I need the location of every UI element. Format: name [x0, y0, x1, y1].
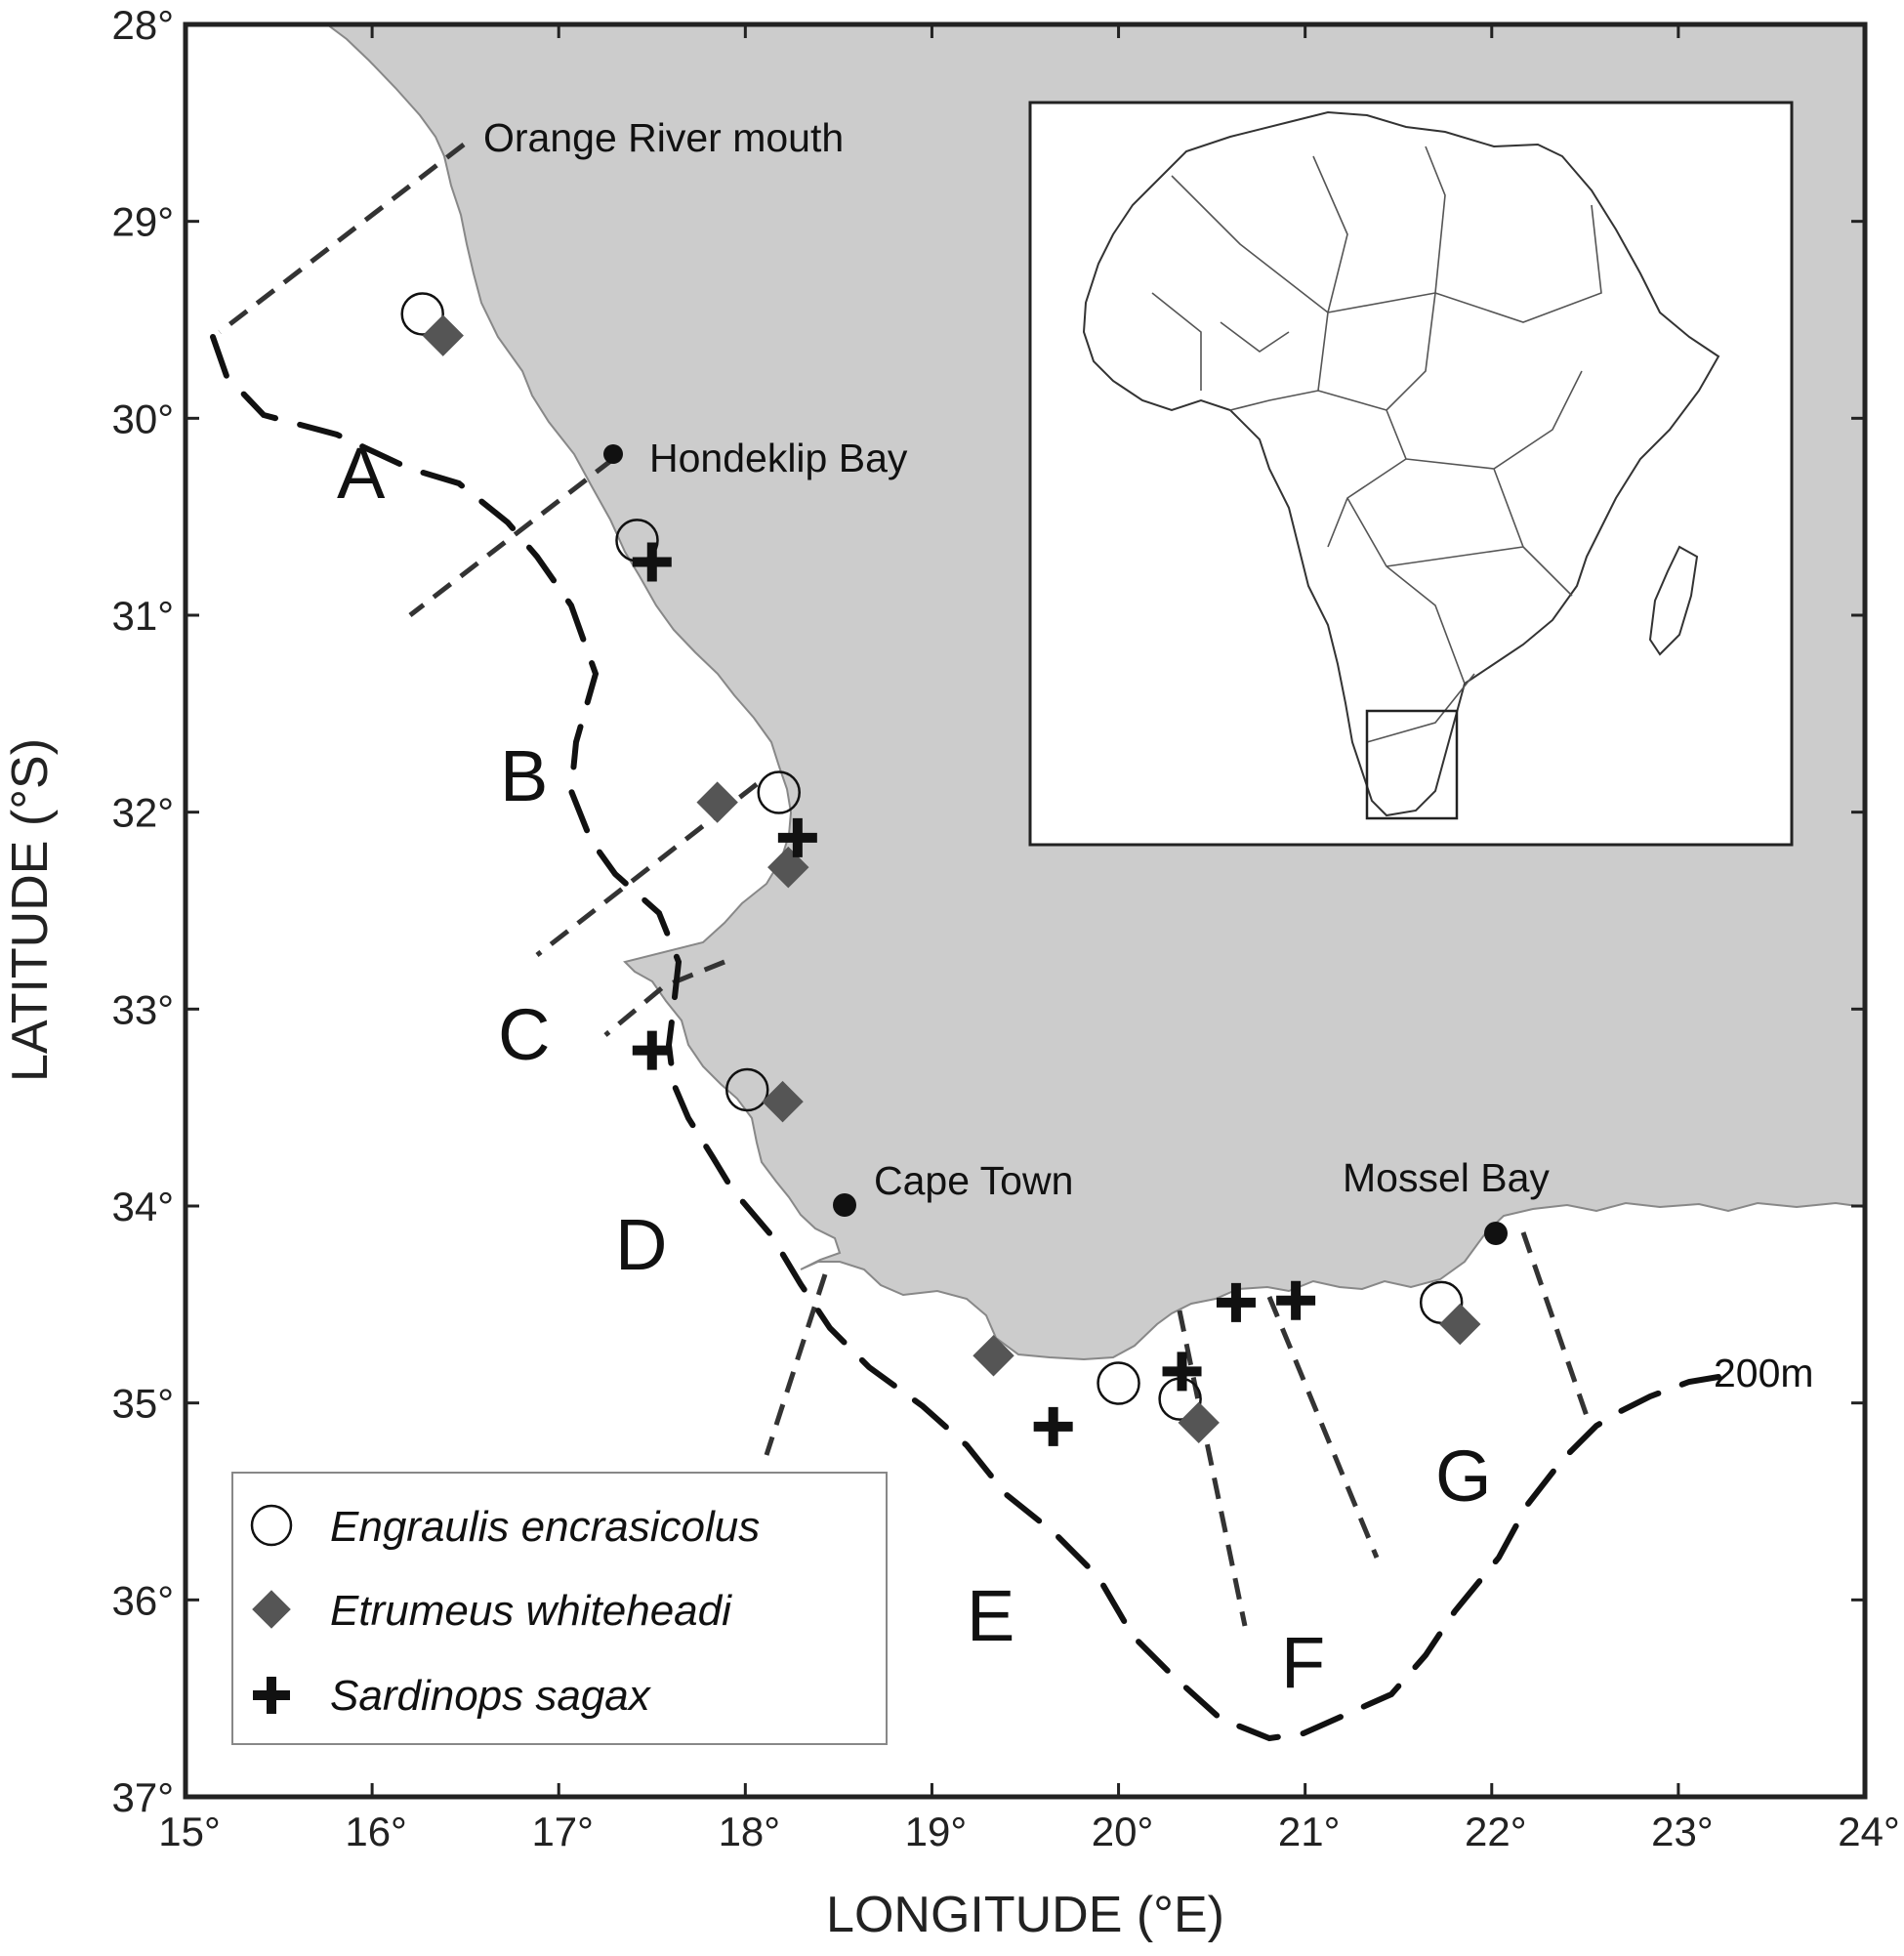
y-tick-label: 34° [111, 1184, 174, 1229]
label-orange-river-mouth: Orange River mouth [483, 115, 844, 160]
y-tick-label: 37° [111, 1774, 174, 1820]
madagascar-outline [1648, 545, 1699, 656]
sardinops-point [1033, 1406, 1073, 1446]
sardinops-point [1276, 1280, 1316, 1320]
label-cape-town: Cape Town [874, 1158, 1073, 1203]
y-tick-label: 36° [111, 1577, 174, 1623]
y-axis-title: LATITUDE (°S) [2, 738, 59, 1082]
engraulis-point [757, 770, 801, 814]
y-tick-label: 30° [111, 395, 174, 441]
zone-a: A [337, 433, 386, 514]
inset-borders [1151, 146, 1602, 743]
zone-f: F [1281, 1622, 1325, 1703]
cape-town-dot [833, 1193, 856, 1217]
study-area-box [1365, 709, 1459, 820]
label-mossel-bay: Mossel Bay [1343, 1155, 1550, 1200]
legend-engraulis-marker [250, 1504, 293, 1547]
etrumeus-point [762, 1080, 804, 1123]
sardinops-point [777, 817, 817, 857]
isobath-200m [210, 334, 1721, 1742]
x-tick-label: 17° [531, 1809, 594, 1854]
africa-inset [1028, 101, 1794, 847]
zone-g: G [1435, 1436, 1492, 1517]
engraulis-point [400, 292, 444, 336]
plot-frame [183, 21, 1868, 1800]
sardinops-point [1216, 1282, 1256, 1322]
mossel-bay-dot [1484, 1222, 1508, 1245]
zone-b: B [500, 735, 548, 816]
etrumeus-point [422, 314, 464, 356]
x-tick-label: 15° [158, 1809, 221, 1854]
x-tick-label: 20° [1092, 1809, 1154, 1854]
x-tick-label: 18° [719, 1809, 781, 1854]
x-axis-ticks: 15° 16° 17° 18° 19° 20° 21° 22° 23° 24° [158, 24, 1900, 1854]
zone-c: C [498, 994, 550, 1075]
sardinops-point [1162, 1352, 1202, 1392]
sardinops-point [632, 1030, 672, 1070]
engraulis-point [724, 1067, 769, 1112]
sardinops-point [632, 542, 672, 582]
y-tick-label: 29° [111, 199, 174, 245]
zone-d: D [615, 1204, 667, 1285]
x-axis-title: LONGITUDE (°E) [826, 1887, 1224, 1943]
legend-engraulis-label: Engraulis encrasicolus [330, 1503, 760, 1551]
label-isobath-200m: 200m [1714, 1351, 1814, 1395]
x-tick-label: 22° [1465, 1809, 1527, 1854]
zone-e: E [967, 1575, 1014, 1656]
hondeklip-bay-dot [603, 444, 623, 464]
legend-box [231, 1472, 888, 1745]
legend-sardinops-label: Sardinops sagax [330, 1672, 652, 1720]
legend-sardinops-marker [253, 1677, 290, 1714]
y-tick-label: 28° [111, 2, 174, 48]
x-tick-label: 19° [905, 1809, 968, 1854]
etrumeus-point [1439, 1303, 1481, 1346]
africa-outline [1082, 110, 1720, 817]
etrumeus-point [973, 1335, 1014, 1377]
y-tick-label: 35° [111, 1381, 174, 1427]
x-tick-label: 24° [1838, 1809, 1900, 1854]
x-tick-label: 16° [345, 1809, 407, 1854]
etrumeus-point [1178, 1401, 1220, 1444]
label-hondeklip-bay: Hondeklip Bay [649, 436, 908, 480]
engraulis-point [1097, 1361, 1140, 1405]
legend-etrumeus-label: Etrumeus whiteheadi [330, 1587, 732, 1635]
y-tick-label: 32° [111, 790, 174, 836]
x-tick-label: 21° [1278, 1809, 1341, 1854]
y-tick-label: 31° [111, 593, 174, 639]
y-tick-label: 33° [111, 986, 174, 1032]
y-axis-ticks: 28° 29° 30° 31° 32° 33° 34° 35° 36° 37° [111, 2, 1865, 1820]
x-tick-label: 23° [1651, 1809, 1714, 1854]
legend: Engraulis encrasicolus Etrumeus whitehea… [231, 1472, 888, 1745]
